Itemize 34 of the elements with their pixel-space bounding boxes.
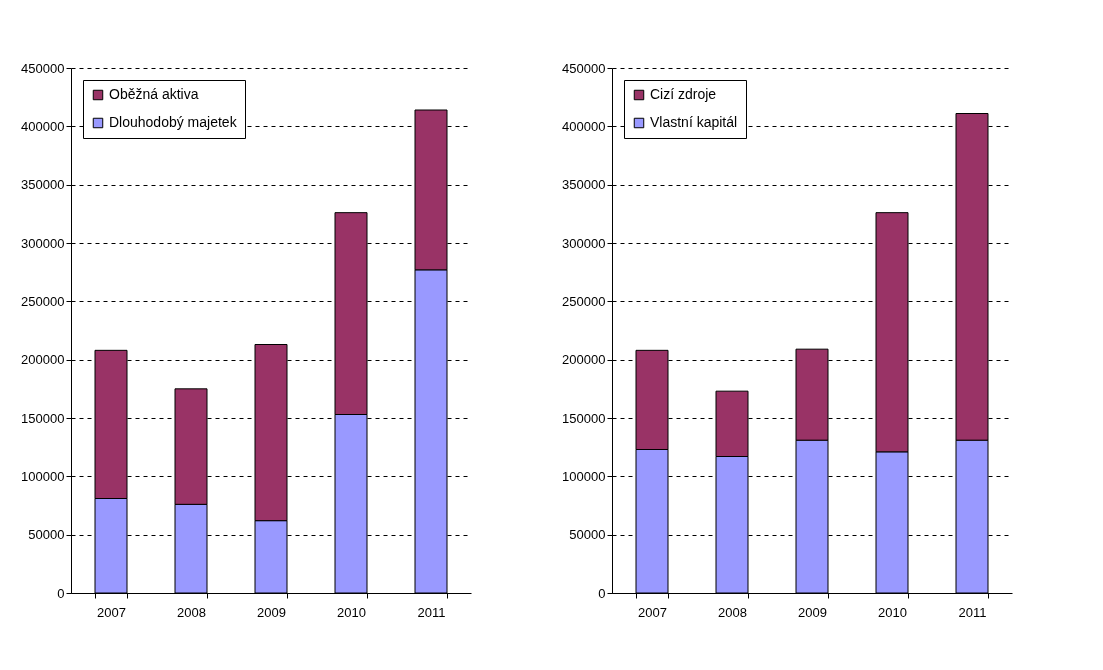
legend-label: Dlouhodobý majetek [109, 114, 238, 130]
y-tick-label: 0 [57, 585, 65, 601]
legend-label: Cizí zdroje [650, 86, 717, 102]
y-tick-label: 400000 [562, 118, 606, 134]
legend-label: Vlastní kapitál [650, 114, 738, 130]
y-tick-label: 400000 [21, 118, 65, 134]
y-tick-label: 300000 [21, 235, 65, 251]
y-tick-label: 50000 [569, 527, 606, 543]
y-tick-label: 450000 [21, 60, 65, 76]
x-tick-label: 2007 [638, 604, 667, 620]
x-tick-label: 2011 [958, 604, 987, 620]
x-tick-label: 2009 [798, 604, 827, 620]
y-tick-label: 50000 [28, 527, 65, 543]
legend-label: Oběžná aktiva [109, 86, 199, 102]
x-tick-label: 2010 [337, 604, 366, 620]
y-tick-label: 0 [598, 585, 606, 601]
x-tick-label: 2011 [417, 604, 446, 620]
x-tick-label: 2009 [257, 604, 286, 620]
y-tick-label: 150000 [562, 410, 606, 426]
x-tick-label: 2008 [177, 604, 206, 620]
y-tick-label: 450000 [562, 60, 606, 76]
x-tick-label: 2008 [718, 604, 747, 620]
y-tick-label: 200000 [562, 352, 606, 368]
y-tick-label: 300000 [562, 235, 606, 251]
x-tick-label: 2007 [97, 604, 126, 620]
y-tick-label: 200000 [21, 352, 65, 368]
y-tick-label: 150000 [21, 410, 65, 426]
y-tick-label: 100000 [562, 468, 606, 484]
y-tick-label: 250000 [562, 293, 606, 309]
y-tick-label: 350000 [562, 177, 606, 193]
y-tick-label: 350000 [21, 177, 65, 193]
y-tick-label: 250000 [21, 293, 65, 309]
y-tick-label: 100000 [21, 468, 65, 484]
x-tick-label: 2010 [878, 604, 907, 620]
